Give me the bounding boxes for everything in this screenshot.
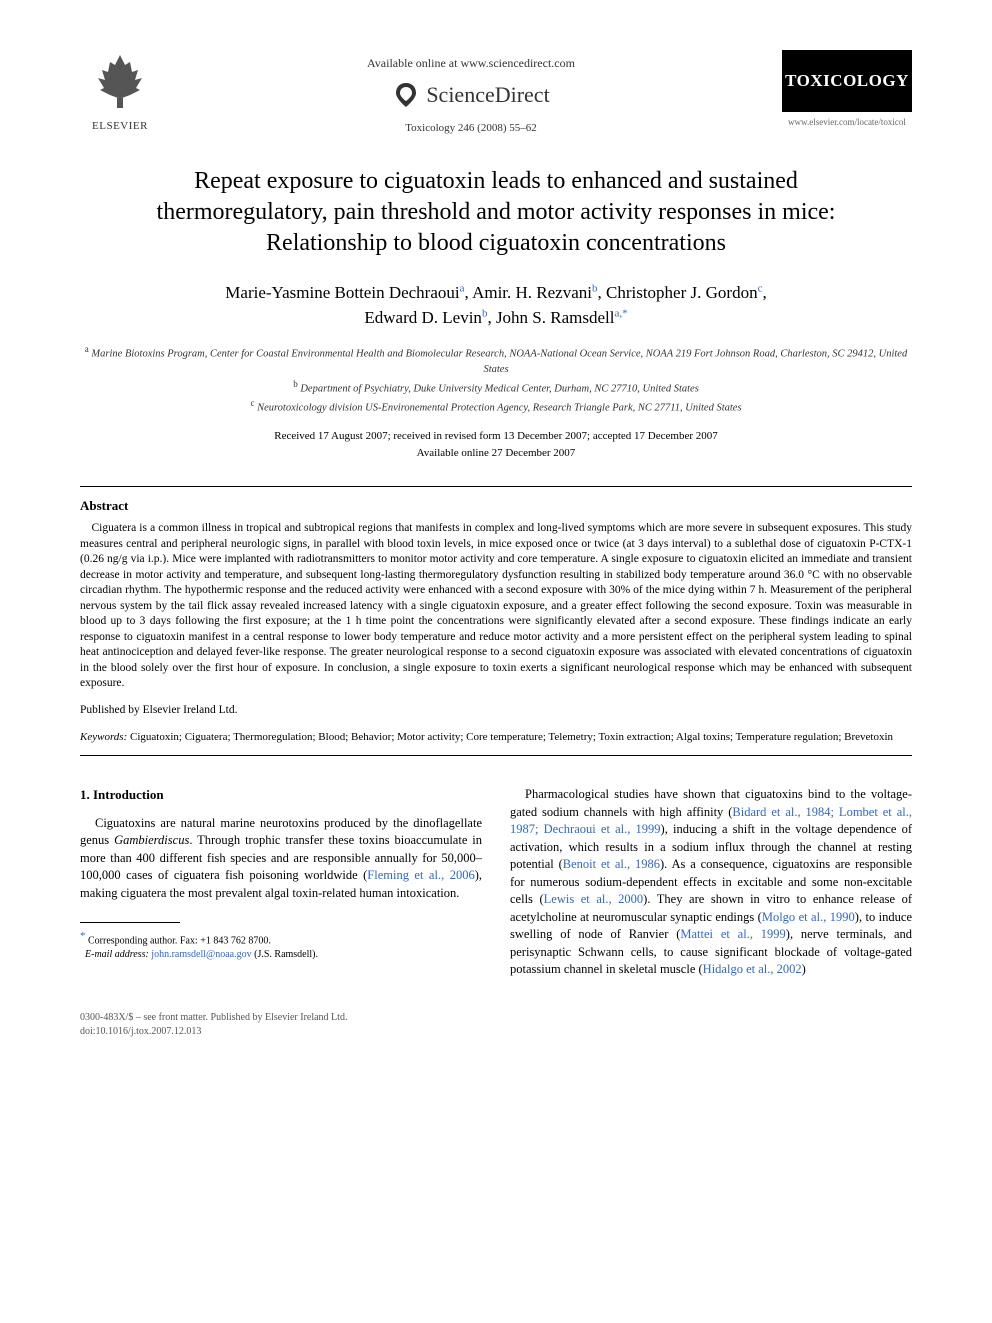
keywords-label: Keywords: bbox=[80, 731, 127, 743]
divider-top bbox=[80, 486, 912, 487]
affil-c-text: Neurotoxicology division US-Environement… bbox=[257, 402, 741, 413]
cite-hidalgo-2002[interactable]: Hidalgo et al., 2002 bbox=[703, 962, 802, 976]
abstract-text: Ciguatera is a common illness in tropica… bbox=[80, 521, 912, 692]
author-5-affil: a, bbox=[614, 307, 622, 319]
cite-lewis-2000[interactable]: Lewis et al., 2000 bbox=[544, 892, 644, 906]
sciencedirect-icon bbox=[392, 81, 420, 109]
footnote-corr-text: Corresponding author. Fax: +1 843 762 87… bbox=[88, 935, 271, 946]
left-column: 1. Introduction Ciguatoxins are natural … bbox=[80, 786, 482, 981]
sciencedirect-logo: ScienceDirect bbox=[392, 80, 549, 111]
footnote-email-who: (J.S. Ramsdell). bbox=[252, 949, 318, 960]
intro-paragraph-right: Pharmacological studies have shown that … bbox=[510, 786, 912, 979]
author-3-affil: c bbox=[758, 282, 763, 294]
title-line-1: Repeat exposure to ciguatoxin leads to e… bbox=[194, 168, 798, 194]
page-footer: 0300-483X/$ – see front matter. Publishe… bbox=[80, 1011, 912, 1039]
keywords: Keywords: Ciguatoxin; Ciguatera; Thermor… bbox=[80, 730, 912, 745]
journal-url: www.elsevier.com/locate/toxicol bbox=[782, 116, 912, 129]
intro-text-2g: ) bbox=[802, 962, 806, 976]
author-4: Edward D. Levin bbox=[364, 308, 482, 327]
author-3: Christopher J. Gordon bbox=[606, 283, 758, 302]
received-date: Received 17 August 2007; received in rev… bbox=[274, 430, 718, 442]
right-column: Pharmacological studies have shown that … bbox=[510, 786, 912, 981]
journal-reference: Toxicology 246 (2008) 55–62 bbox=[160, 121, 782, 136]
corresponding-author-footnote: * Corresponding author. Fax: +1 843 762 … bbox=[80, 929, 482, 962]
author-2: Amir. H. Rezvani bbox=[472, 283, 592, 302]
cite-molgo-1990[interactable]: Molgo et al., 1990 bbox=[762, 910, 855, 924]
author-1: Marie-Yasmine Bottein Dechraoui bbox=[225, 283, 459, 302]
elsevier-logo: ELSEVIER bbox=[80, 50, 160, 134]
footnote-email-link[interactable]: john.ramsdell@noaa.gov bbox=[151, 949, 251, 960]
footnote-star-icon: * bbox=[80, 930, 86, 942]
footer-doi: doi:10.1016/j.tox.2007.12.013 bbox=[80, 1026, 201, 1037]
author-1-affil: a bbox=[460, 282, 465, 294]
author-2-affil: b bbox=[592, 282, 598, 294]
authors-list: Marie-Yasmine Bottein Dechraoui a, Amir. … bbox=[80, 280, 912, 331]
divider-bottom bbox=[80, 755, 912, 756]
journal-cover-title: TOXICOLOGY bbox=[785, 69, 909, 93]
keywords-text: Ciguatoxin; Ciguatera; Thermoregulation;… bbox=[130, 731, 893, 743]
sciencedirect-text: ScienceDirect bbox=[426, 80, 549, 111]
available-date: Available online 27 December 2007 bbox=[417, 447, 576, 459]
center-header: Available online at www.sciencedirect.co… bbox=[160, 50, 782, 136]
elsevier-label: ELSEVIER bbox=[80, 119, 160, 134]
elsevier-tree-icon bbox=[90, 50, 150, 110]
affil-c-marker: c bbox=[250, 398, 254, 408]
publisher-line: Published by Elsevier Ireland Ltd. bbox=[80, 702, 912, 718]
intro-paragraph-left: Ciguatoxins are natural marine neurotoxi… bbox=[80, 815, 482, 903]
affil-a-marker: a bbox=[85, 344, 89, 354]
cite-benoit-1986[interactable]: Benoit et al., 1986 bbox=[563, 857, 660, 871]
affil-b-marker: b bbox=[293, 379, 298, 389]
footnote-email-label: E-mail address: bbox=[85, 949, 149, 960]
introduction-heading: 1. Introduction bbox=[80, 786, 482, 804]
page-header: ELSEVIER Available online at www.science… bbox=[80, 50, 912, 136]
affil-b-text: Department of Psychiatry, Duke Universit… bbox=[300, 383, 698, 394]
author-5: John S. Ramsdell bbox=[496, 308, 615, 327]
journal-cover-box: TOXICOLOGY bbox=[782, 50, 912, 112]
abstract-heading: Abstract bbox=[80, 497, 912, 515]
body-columns: 1. Introduction Ciguatoxins are natural … bbox=[80, 786, 912, 981]
journal-cover: TOXICOLOGY www.elsevier.com/locate/toxic… bbox=[782, 50, 912, 129]
footer-copyright: 0300-483X/$ – see front matter. Publishe… bbox=[80, 1012, 347, 1023]
cite-fleming-2006[interactable]: Fleming et al., 2006 bbox=[367, 868, 474, 882]
affiliations: a Marine Biotoxins Program, Center for C… bbox=[80, 343, 912, 417]
footnote-separator bbox=[80, 922, 180, 923]
available-online-text: Available online at www.sciencedirect.co… bbox=[160, 55, 782, 72]
article-title: Repeat exposure to ciguatoxin leads to e… bbox=[80, 166, 912, 260]
title-line-3: Relationship to blood ciguatoxin concent… bbox=[266, 230, 726, 256]
author-5-corresponding: * bbox=[622, 307, 628, 319]
affil-a-text: Marine Biotoxins Program, Center for Coa… bbox=[91, 348, 907, 375]
title-line-2: thermoregulatory, pain threshold and mot… bbox=[157, 199, 836, 225]
cite-mattei-1999[interactable]: Mattei et al., 1999 bbox=[680, 927, 785, 941]
author-4-affil: b bbox=[482, 307, 488, 319]
intro-genus-italic: Gambierdiscus bbox=[114, 833, 189, 847]
article-dates: Received 17 August 2007; received in rev… bbox=[80, 428, 912, 461]
